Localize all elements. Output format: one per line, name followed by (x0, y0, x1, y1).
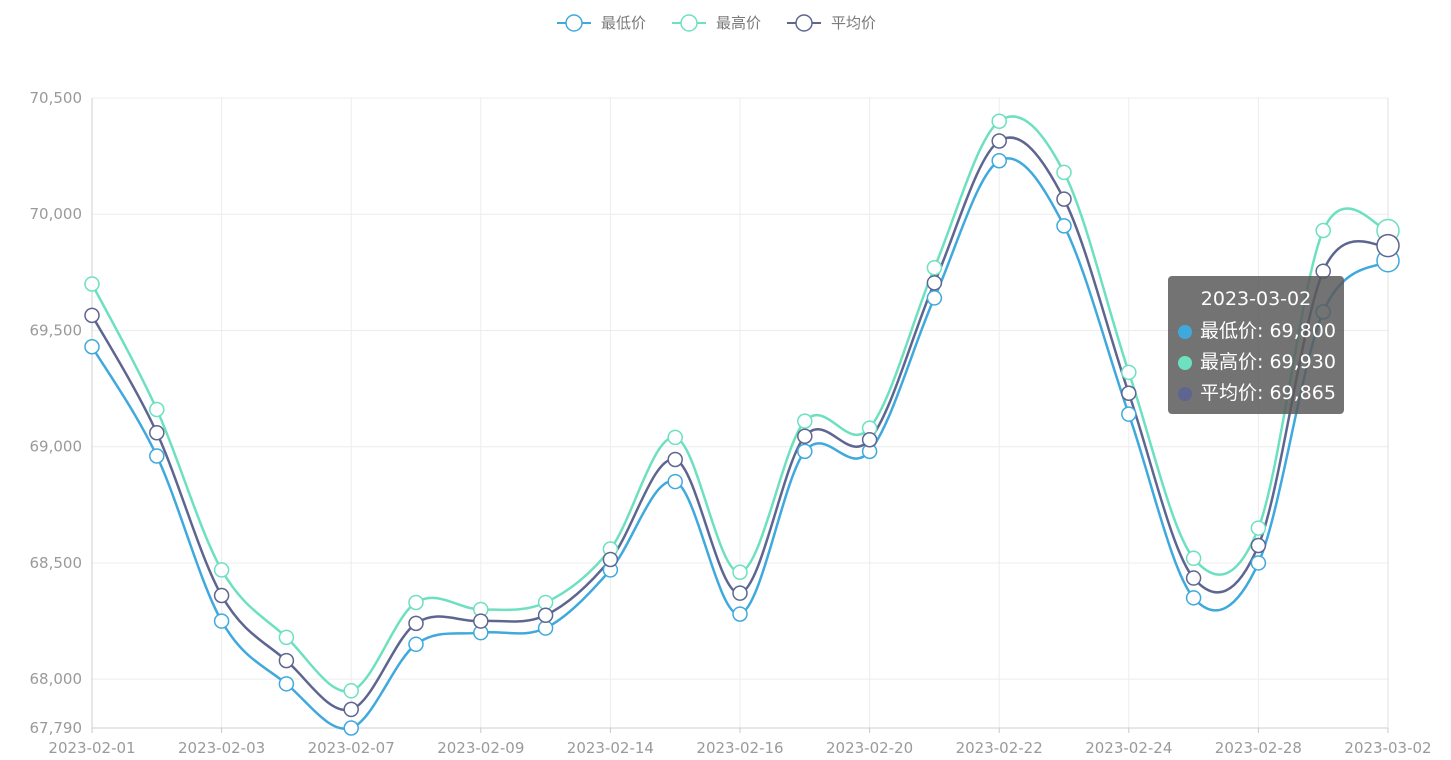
data-point-1[interactable] (732, 564, 748, 580)
data-point-2[interactable] (149, 425, 165, 441)
series-layer (84, 113, 1400, 736)
data-point-2[interactable] (1376, 233, 1400, 258)
legend-label: 平均价 (831, 14, 876, 32)
data-point-1[interactable] (1250, 520, 1267, 536)
data-point-1[interactable] (926, 259, 943, 276)
data-point-2[interactable] (1185, 570, 1202, 586)
data-point-2[interactable] (213, 587, 230, 604)
x-tick-label: 2023-02-28 (1215, 739, 1302, 757)
tooltip-text-avg: 平均价: 69,865 (1200, 382, 1336, 404)
y-tick-label: 70,500 (30, 89, 83, 107)
tooltip-title: 2023-03-02 (1200, 288, 1312, 310)
x-tick-label: 2023-02-20 (826, 739, 913, 757)
data-point-1[interactable] (537, 594, 554, 611)
data-point-2[interactable] (473, 613, 489, 629)
data-point-0[interactable] (213, 613, 230, 629)
data-point-2[interactable] (84, 307, 100, 324)
data-point-1[interactable] (278, 629, 295, 646)
data-point-1[interactable] (149, 401, 165, 418)
legend-marker (795, 14, 813, 32)
x-tick-label: 2023-02-14 (567, 739, 654, 757)
x-tick-label: 2023-02-07 (308, 739, 395, 757)
data-point-0[interactable] (1185, 590, 1202, 606)
axes: 67,790 68,000 68,500 69,000 69,500 70,000 70,5… (30, 89, 1432, 757)
data-point-0[interactable] (667, 473, 683, 490)
data-point-0[interactable] (732, 606, 748, 622)
x-tick-label: 2023-02-24 (1085, 739, 1172, 757)
legend-label: 最低价 (601, 14, 646, 32)
data-point-2[interactable] (1250, 537, 1267, 554)
data-point-2[interactable] (1121, 385, 1137, 401)
data-point-1[interactable] (84, 276, 100, 292)
y-tick-label: 68,000 (30, 670, 83, 688)
y-tick-label: 69,500 (30, 321, 83, 339)
data-point-1[interactable] (1185, 550, 1202, 567)
legend-item-2[interactable]: 平均价 (787, 14, 876, 32)
tooltip-row-low: 最低价: 69,800 (1178, 316, 1344, 347)
y-tick-label: 67,790 (30, 719, 83, 737)
data-point-2[interactable] (732, 585, 748, 601)
x-tick-label: 2023-02-09 (437, 739, 524, 757)
data-point-2[interactable] (1056, 191, 1072, 207)
data-point-0[interactable] (1056, 218, 1072, 234)
data-point-0[interactable] (926, 290, 943, 306)
tooltip-dot-high (1178, 355, 1192, 370)
tooltip-dot-avg (1178, 386, 1192, 401)
data-point-2[interactable] (408, 615, 424, 632)
legend[interactable]: 最低价 最高价 平均价 (557, 14, 876, 32)
data-point-0[interactable] (797, 443, 813, 460)
data-point-0[interactable] (1250, 555, 1267, 571)
data-point-0[interactable] (408, 636, 424, 653)
y-tick-label: 69,000 (30, 438, 83, 456)
data-point-2[interactable] (278, 652, 295, 669)
y-tick-label: 68,500 (30, 554, 83, 572)
x-tick-label: 2023-02-01 (48, 739, 135, 757)
tooltip: 2023-03-02 最低价: 69,800 最高价: 69,930 平均价: … (1168, 276, 1344, 414)
data-point-2[interactable] (991, 133, 1007, 149)
legend-marker (565, 14, 583, 32)
legend-marker (680, 14, 698, 32)
tooltip-row-high: 最高价: 69,930 (1178, 347, 1344, 378)
data-point-0[interactable] (149, 448, 165, 464)
data-point-1[interactable] (408, 594, 424, 611)
x-tick-label: 2023-03-02 (1344, 739, 1431, 757)
data-point-2[interactable] (602, 551, 619, 568)
data-point-0[interactable] (991, 153, 1007, 169)
data-point-0[interactable] (84, 338, 100, 355)
data-point-1[interactable] (1315, 222, 1331, 239)
data-point-2[interactable] (537, 607, 554, 624)
data-point-1[interactable] (1056, 164, 1072, 181)
data-point-2[interactable] (667, 451, 683, 468)
tooltip-row-avg: 平均价: 69,865 (1178, 378, 1344, 409)
tooltip-text-low: 最低价: 69,800 (1200, 320, 1336, 342)
legend-label: 最高价 (716, 14, 761, 32)
legend-item-1[interactable]: 最高价 (672, 14, 761, 32)
data-point-0[interactable] (537, 620, 554, 636)
data-point-2[interactable] (861, 431, 878, 448)
data-point-1[interactable] (343, 683, 359, 699)
y-tick-label: 70,000 (30, 205, 83, 223)
data-point-1[interactable] (1121, 364, 1137, 381)
data-point-1[interactable] (991, 113, 1007, 129)
data-point-2[interactable] (926, 275, 943, 291)
tooltip-dot-low (1178, 324, 1192, 339)
legend-item-0[interactable]: 最低价 (557, 14, 646, 32)
data-point-2[interactable] (343, 701, 359, 718)
data-point-0[interactable] (343, 720, 359, 736)
series-line-2 (90, 136, 1389, 712)
data-point-1[interactable] (797, 413, 813, 429)
x-tick-label: 2023-02-22 (956, 739, 1043, 757)
series-line-0 (90, 157, 1389, 731)
tooltip-text-high: 最高价: 69,930 (1200, 351, 1336, 373)
data-point-1[interactable] (667, 429, 683, 446)
data-point-0[interactable] (278, 676, 295, 692)
x-tick-label: 2023-02-16 (696, 739, 783, 757)
data-point-0[interactable] (1121, 406, 1137, 422)
data-point-2[interactable] (797, 428, 813, 444)
x-tick-label: 2023-02-03 (178, 739, 265, 757)
data-point-1[interactable] (213, 562, 230, 578)
